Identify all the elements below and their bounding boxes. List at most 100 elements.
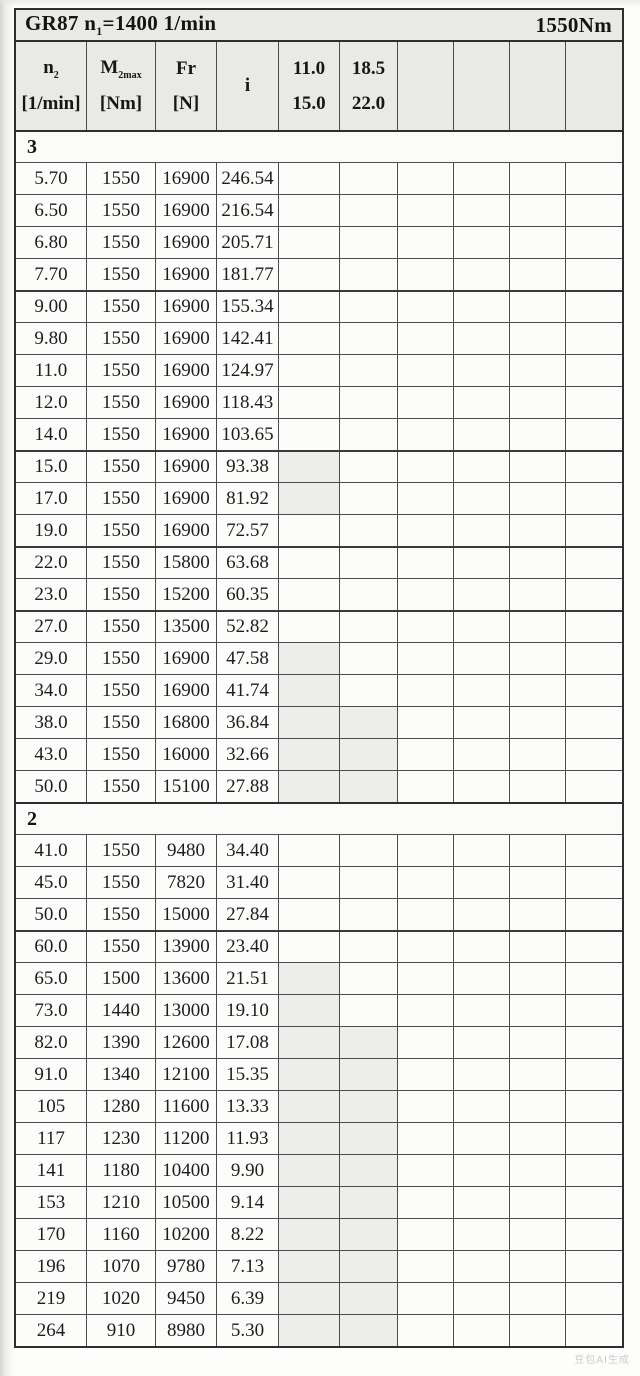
cell-r5: [510, 707, 566, 738]
cell-i: 6.39: [217, 1283, 279, 1314]
cell-m2max: 1210: [87, 1187, 156, 1218]
section-header-3: 3: [16, 130, 622, 162]
cell-fr: 16900: [156, 419, 217, 450]
cell-fr: 13500: [156, 612, 217, 642]
cell-r2: [340, 323, 398, 354]
cell-r4: [454, 1155, 510, 1186]
table-row: 34.0 1550 16900 41.74: [16, 674, 622, 706]
cell-i: 9.14: [217, 1187, 279, 1218]
cell-n2: 60.0: [16, 932, 87, 962]
cell-n2: 17.0: [16, 483, 87, 514]
cell-i: 181.77: [217, 259, 279, 290]
cell-r4: [454, 739, 510, 770]
cell-r2: [340, 1027, 398, 1058]
cell-m2max: 1550: [87, 867, 156, 898]
cell-r2: [340, 1091, 398, 1122]
cell-r2: [340, 1283, 398, 1314]
table-row: 43.0 1550 16000 32.66: [16, 738, 622, 770]
cell-r1: [279, 771, 340, 802]
cell-fr: 16900: [156, 355, 217, 386]
cell-i: 27.84: [217, 899, 279, 930]
table-row: 65.0 1500 13600 21.51: [16, 962, 622, 994]
cell-r6: [566, 1027, 624, 1058]
cell-r4: [454, 612, 510, 642]
cell-m2max: 1550: [87, 548, 156, 578]
cell-r4: [454, 259, 510, 290]
cell-r4: [454, 1059, 510, 1090]
cell-r3: [398, 771, 454, 802]
cell-r2: [340, 259, 398, 290]
cell-r5: [510, 1059, 566, 1090]
cell-r6: [566, 515, 624, 546]
cell-r4: [454, 1187, 510, 1218]
cell-r4: [454, 1123, 510, 1154]
cell-r2: [340, 1315, 398, 1346]
cell-m2max: 1550: [87, 932, 156, 962]
cell-r2: [340, 227, 398, 258]
cell-r3: [398, 899, 454, 930]
gear-ratings-table: GR87 n1=1400 1/min 1550Nm n2 [1/min] M2max…: [14, 8, 624, 1348]
cell-r5: [510, 419, 566, 450]
header-cell-m2max: M2max [Nm]: [87, 42, 156, 130]
cell-r6: [566, 867, 624, 898]
cell-r2: [340, 1251, 398, 1282]
cell-r2: [340, 675, 398, 706]
cell-r2: [340, 1155, 398, 1186]
cell-r2: [340, 483, 398, 514]
cell-fr: 13000: [156, 995, 217, 1026]
cell-n2: 141: [16, 1155, 87, 1186]
cell-i: 103.65: [217, 419, 279, 450]
cell-r3: [398, 387, 454, 418]
cell-r3: [398, 1187, 454, 1218]
cell-r3: [398, 1027, 454, 1058]
cell-i: 9.90: [217, 1155, 279, 1186]
cell-r2: [340, 963, 398, 994]
cell-r6: [566, 675, 624, 706]
cell-r2: [340, 163, 398, 194]
cell-m2max: 1550: [87, 259, 156, 290]
cell-r6: [566, 227, 624, 258]
cell-r3: [398, 163, 454, 194]
cell-r6: [566, 963, 624, 994]
table-row: 11.0 1550 16900 124.97: [16, 354, 622, 386]
header-cell-r6: [566, 42, 624, 130]
cell-m2max: 1550: [87, 707, 156, 738]
cell-r1: [279, 995, 340, 1026]
cell-r1: [279, 1283, 340, 1314]
cell-r2: [340, 1219, 398, 1250]
cell-n2: 11.0: [16, 355, 87, 386]
table-row: 91.0 1340 12100 15.35: [16, 1058, 622, 1090]
header-cell-r2: 18.5 22.0: [340, 42, 398, 130]
cell-r1: [279, 1251, 340, 1282]
scan-edge-left: [0, 0, 14, 1376]
cell-n2: 43.0: [16, 739, 87, 770]
cell-r6: [566, 1155, 624, 1186]
cell-r3: [398, 195, 454, 226]
cell-r6: [566, 771, 624, 802]
header-label: i: [244, 75, 251, 96]
cell-r6: [566, 163, 624, 194]
cell-r5: [510, 1027, 566, 1058]
torque-rating: 1550Nm: [535, 12, 612, 37]
cell-r5: [510, 1091, 566, 1122]
table-row: 7.70 1550 16900 181.77: [16, 258, 622, 290]
cell-r4: [454, 707, 510, 738]
cell-m2max: 1390: [87, 1027, 156, 1058]
cell-r6: [566, 1187, 624, 1218]
cell-r6: [566, 1123, 624, 1154]
cell-i: 47.58: [217, 643, 279, 674]
cell-m2max: 1550: [87, 899, 156, 930]
header-unit: [1/min]: [21, 93, 81, 115]
cell-fr: 16900: [156, 292, 217, 322]
cell-r5: [510, 355, 566, 386]
cell-r5: [510, 1187, 566, 1218]
cell-r4: [454, 867, 510, 898]
cell-r1: [279, 163, 340, 194]
cell-r3: [398, 292, 454, 322]
cell-r4: [454, 1283, 510, 1314]
cell-r4: [454, 163, 510, 194]
header-cell-r1: 11.0 15.0: [279, 42, 340, 130]
cell-r5: [510, 739, 566, 770]
cell-i: 81.92: [217, 483, 279, 514]
cell-i: 13.33: [217, 1091, 279, 1122]
